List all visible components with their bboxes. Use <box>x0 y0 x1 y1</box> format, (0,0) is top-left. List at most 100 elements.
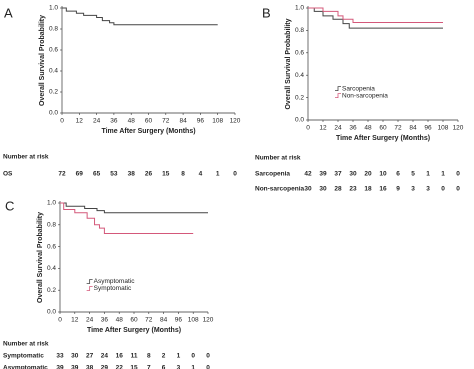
x-axis-title: Time After Surgery (Months) <box>101 128 195 135</box>
x-tick-label: 12 <box>71 317 79 324</box>
risk-count: 7 <box>147 365 151 369</box>
y-tick-label: 0.4 <box>295 72 304 79</box>
risk-count: 27 <box>86 353 94 360</box>
y-axis-title: Overall Survival Probability <box>37 212 44 303</box>
x-tick-label: 72 <box>162 118 170 125</box>
y-tick-label: 1.0 <box>47 200 56 207</box>
risk-count: 69 <box>76 171 84 178</box>
risk-count: 1 <box>441 171 445 178</box>
risk-count: 5 <box>411 171 415 178</box>
x-tick-label: 0 <box>60 118 64 125</box>
risk-table-title: Number at risk <box>255 155 301 162</box>
risk-count: 30 <box>304 186 312 193</box>
y-axis-title: Overall Survival Probability <box>285 18 292 109</box>
y-tick-label: 0.4 <box>49 68 58 75</box>
x-tick-label: 48 <box>364 125 372 132</box>
risk-count: 30 <box>319 186 327 193</box>
x-tick-label: 36 <box>101 317 109 324</box>
risk-table-title: Number at risk <box>3 154 49 161</box>
x-tick-label: 0 <box>58 317 62 324</box>
x-tick-label: 120 <box>453 125 464 132</box>
survival-curve <box>60 202 208 214</box>
risk-count: 28 <box>334 186 342 193</box>
risk-row-label: Non-sarcopenia <box>255 186 305 193</box>
x-tick-label: 96 <box>424 125 432 132</box>
risk-count: 0 <box>206 353 210 360</box>
risk-count: 29 <box>101 365 109 369</box>
risk-count: 6 <box>396 171 400 178</box>
x-tick-label: 60 <box>379 125 387 132</box>
risk-count: 15 <box>162 171 170 178</box>
risk-count: 23 <box>349 186 357 193</box>
survival-curve <box>308 7 443 29</box>
legend-swatch <box>335 93 341 99</box>
risk-count: 0 <box>206 365 210 369</box>
y-axis-title: Overall Survival Probability <box>39 15 46 106</box>
risk-count: 1 <box>177 353 181 360</box>
x-tick-label: 0 <box>306 125 310 132</box>
risk-count: 8 <box>147 353 151 360</box>
risk-count: 72 <box>58 171 66 178</box>
risk-row-label: OS <box>3 171 13 178</box>
risk-count: 33 <box>56 353 64 360</box>
legend-swatch <box>86 279 93 284</box>
risk-count: 15 <box>130 365 138 369</box>
risk-count: 37 <box>334 171 342 178</box>
x-tick-label: 48 <box>116 317 124 324</box>
survival-curve <box>60 202 194 235</box>
risk-count: 1 <box>426 171 430 178</box>
survival-curve <box>308 7 443 24</box>
y-tick-label: 0.0 <box>47 309 56 316</box>
x-tick-label: 96 <box>175 317 183 324</box>
legend-swatch <box>335 86 341 92</box>
panel-label: A <box>4 5 13 20</box>
risk-count: 26 <box>145 171 153 178</box>
risk-count: 9 <box>396 186 400 193</box>
risk-count: 16 <box>379 186 387 193</box>
risk-row-label: Symptomatic <box>3 353 44 360</box>
legend-label: Symptomatic <box>94 285 132 292</box>
risk-count: 11 <box>131 353 138 360</box>
risk-count: 6 <box>162 365 166 369</box>
x-axis-title: Time After Surgery (Months) <box>87 327 181 334</box>
x-tick-label: 72 <box>394 125 402 132</box>
risk-count: 65 <box>93 171 101 178</box>
risk-count: 0 <box>441 186 445 193</box>
x-tick-label: 120 <box>203 317 214 324</box>
y-tick-label: 0.8 <box>295 27 304 34</box>
risk-count: 39 <box>319 171 327 178</box>
risk-count: 3 <box>411 186 415 193</box>
y-tick-label: 1.0 <box>295 5 304 12</box>
y-tick-label: 0.2 <box>47 287 56 294</box>
risk-count: 3 <box>426 186 430 193</box>
x-tick-label: 120 <box>230 118 241 125</box>
y-tick-label: 0.6 <box>295 50 304 57</box>
risk-count: 20 <box>364 171 372 178</box>
risk-count: 30 <box>71 353 79 360</box>
x-tick-label: 108 <box>438 125 449 132</box>
risk-count: 2 <box>162 353 166 360</box>
risk-count: 30 <box>349 171 357 178</box>
risk-count: 0 <box>191 353 195 360</box>
x-tick-label: 84 <box>160 317 168 324</box>
risk-count: 3 <box>177 365 181 369</box>
y-tick-label: 1.0 <box>49 5 58 12</box>
x-axis-title: Time After Surgery (Months) <box>336 135 430 142</box>
y-tick-label: 0.2 <box>49 89 58 96</box>
risk-count: 38 <box>128 171 136 178</box>
x-tick-label: 84 <box>409 125 417 132</box>
x-tick-label: 72 <box>145 317 153 324</box>
risk-count: 16 <box>116 353 124 360</box>
x-tick-label: 96 <box>197 118 205 125</box>
risk-count: 1 <box>216 171 220 178</box>
risk-row-label: Asymptomatic <box>3 365 48 369</box>
y-tick-label: 0.2 <box>295 94 304 101</box>
x-tick-label: 48 <box>128 118 136 125</box>
x-tick-label: 24 <box>93 118 101 125</box>
risk-count: 0 <box>233 171 237 178</box>
legend-label: Asymptomatic <box>94 278 136 285</box>
y-tick-label: 0.0 <box>49 110 58 117</box>
y-tick-label: 0.0 <box>295 117 304 124</box>
risk-count: 39 <box>71 365 79 369</box>
y-tick-label: 0.8 <box>47 222 56 229</box>
